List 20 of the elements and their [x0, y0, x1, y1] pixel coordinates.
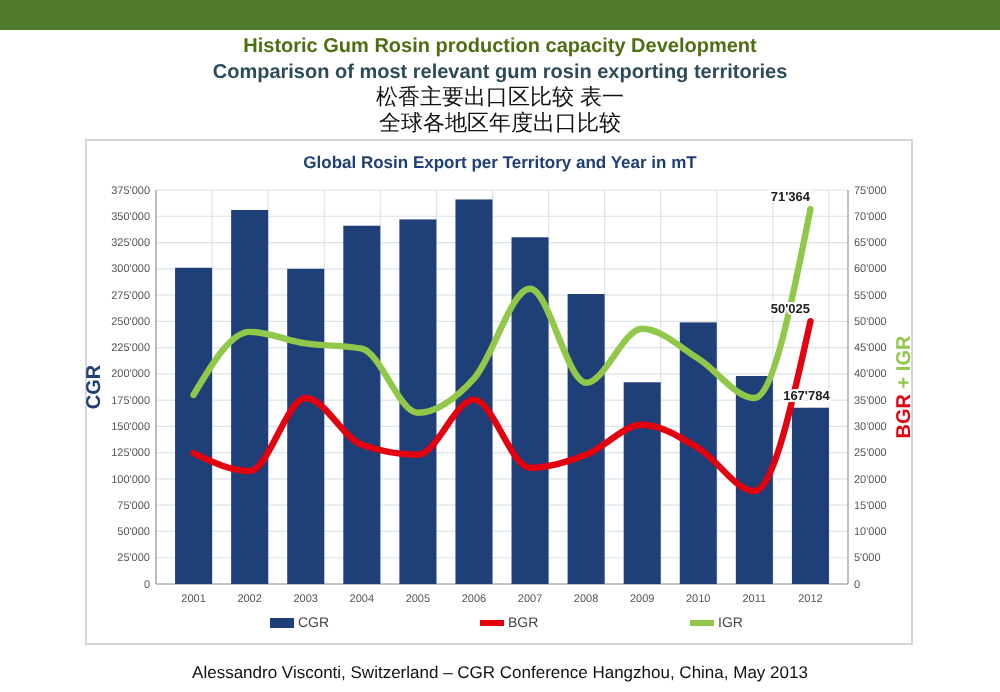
bar	[735, 375, 773, 584]
bar	[287, 268, 325, 584]
bar	[231, 209, 269, 584]
y2-axis-title: BGR + IGR	[894, 334, 916, 439]
text: 松香主要出口区比较 表一	[375, 84, 625, 110]
bar	[175, 267, 213, 584]
bar	[567, 294, 605, 584]
chart-subtitle: Comparison of most relevant gum rosin exporting territories	[212, 62, 789, 84]
text: Global Rosin Export per Territory and Year in mT	[303, 152, 699, 172]
bar	[343, 225, 381, 584]
chart-title: Historic Gum Rosin production capacity Development	[243, 36, 759, 58]
bar	[455, 199, 493, 584]
text: 全球各地区年度出口比较	[379, 110, 621, 136]
bar	[791, 407, 829, 584]
text: Alessandro Visconti, Switzerland – CGR Conference Hangzhou, China, May 2013	[192, 662, 809, 682]
bar	[679, 322, 717, 584]
bar	[511, 237, 549, 584]
bar	[399, 219, 437, 584]
bar	[623, 382, 661, 584]
y-axis-title: CGR	[84, 363, 106, 410]
